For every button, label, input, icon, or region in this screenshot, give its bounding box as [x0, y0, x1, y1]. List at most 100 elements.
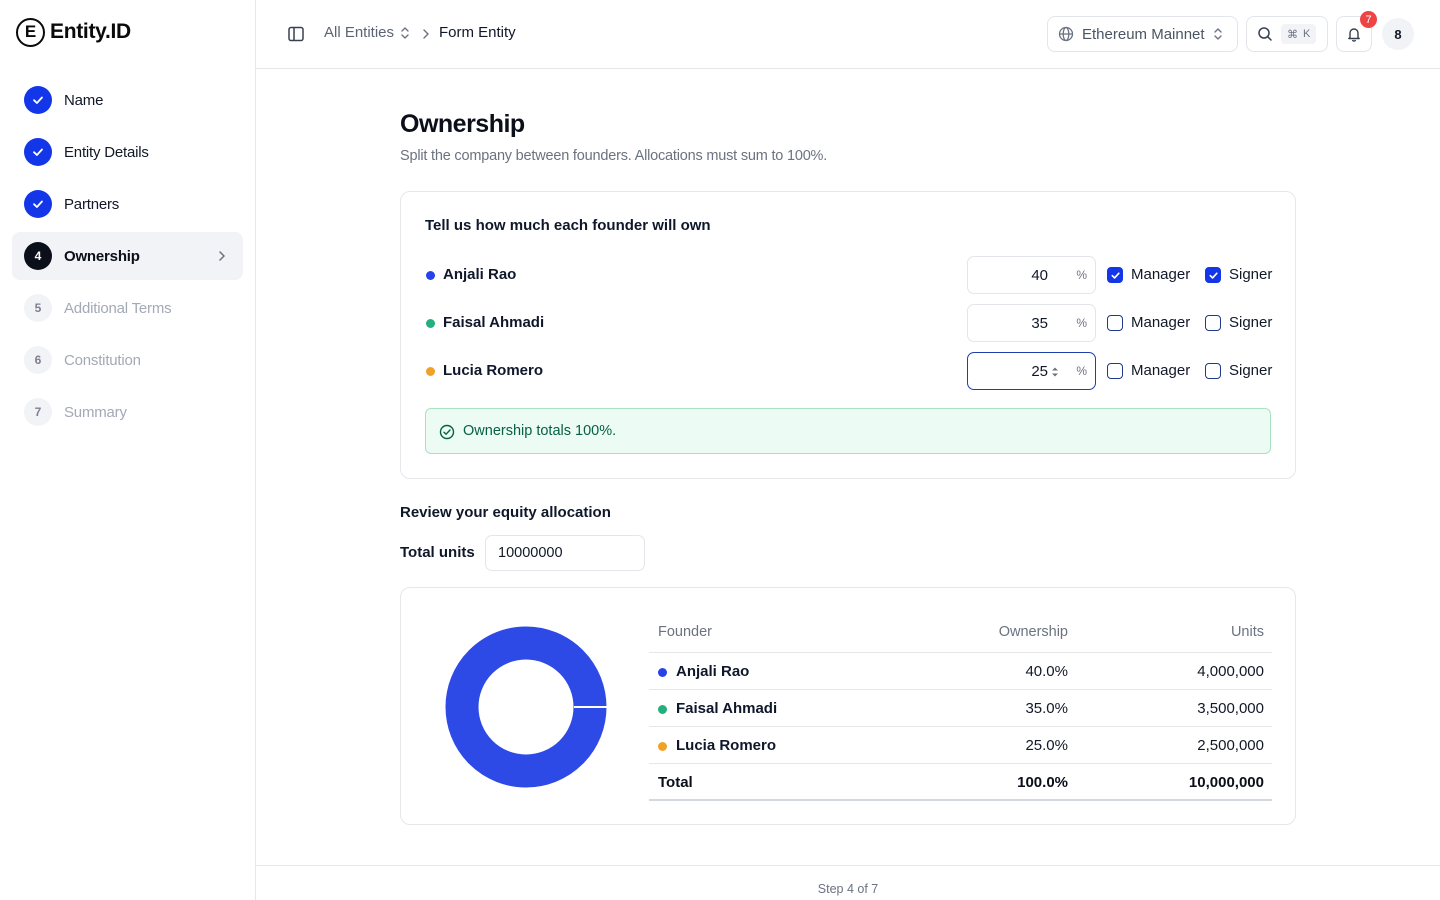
- step-label: Name: [64, 91, 104, 109]
- manager-checkbox[interactable]: [1107, 363, 1123, 379]
- founder-color-dot: [658, 742, 667, 751]
- column-header-founder: Founder: [658, 624, 713, 640]
- sidebar-toggle-icon[interactable]: [287, 25, 305, 43]
- allocation-card-title: Tell us how much each founder will own: [425, 217, 711, 234]
- signer-label: Signer: [1229, 314, 1273, 331]
- step-item-ownership[interactable]: 4 Ownership: [12, 232, 243, 280]
- sidebar: E Entity.ID Name Entity Details Partners…: [0, 0, 256, 900]
- step-item-constitution[interactable]: 6 Constitution: [12, 336, 243, 384]
- step-label: Summary: [64, 403, 127, 421]
- signer-checkbox[interactable]: [1205, 363, 1221, 379]
- signer-label: Signer: [1229, 266, 1273, 283]
- percent-sign: %: [1076, 268, 1087, 282]
- step-progress-text: Step 4 of 7: [817, 882, 879, 896]
- founder-color-dot: [426, 367, 435, 376]
- table-row: Lucia Romero 25.0% 2,500,000: [649, 727, 1272, 764]
- chevron-right-icon: [423, 29, 429, 39]
- search-icon: [1258, 27, 1272, 41]
- topbar: All Entities Form Entity Ethereum Mainne…: [256, 0, 1440, 69]
- ownership-cell: 35.0%: [1025, 700, 1068, 717]
- founder-name: Anjali Rao: [443, 266, 517, 283]
- breadcrumb-root-label: All Entities: [324, 24, 395, 41]
- manager-checkbox[interactable]: [1107, 315, 1123, 331]
- shortcut-key: K: [1303, 28, 1311, 40]
- chevron-updown-icon: [1213, 28, 1222, 40]
- footer: Step 4 of 7: [256, 865, 1440, 900]
- app-name: Entity.ID: [50, 20, 131, 43]
- search-button[interactable]: ⌘ K: [1246, 16, 1328, 52]
- notification-count-badge: 7: [1360, 11, 1377, 28]
- table-row: Anjali Rao 40.0% 4,000,000: [649, 653, 1272, 690]
- founder-color-dot: [426, 319, 435, 328]
- signer-checkbox[interactable]: [1205, 267, 1221, 283]
- check-circle-icon: [439, 424, 455, 440]
- founder-name: Faisal Ahmadi: [443, 314, 545, 331]
- step-label: Entity Details: [64, 143, 149, 161]
- page-subtitle: Split the company between founders. Allo…: [400, 148, 828, 164]
- total-units: 10,000,000: [1188, 774, 1264, 791]
- ownership-percent-input[interactable]: 35 %: [967, 304, 1096, 342]
- network-selector[interactable]: Ethereum Mainnet: [1047, 16, 1238, 52]
- step-list: Name Entity Details Partners 4 Ownership…: [12, 76, 243, 440]
- total-units-label: Total units: [400, 544, 475, 561]
- step-item-entity-details[interactable]: Entity Details: [12, 128, 243, 176]
- table-row: Faisal Ahmadi 35.0% 3,500,000: [649, 690, 1272, 727]
- manager-label: Manager: [1131, 314, 1191, 331]
- ownership-percent-input[interactable]: 25 %: [967, 352, 1096, 390]
- globe-icon: [1058, 26, 1074, 42]
- step-item-name[interactable]: Name: [12, 76, 243, 124]
- step-item-summary[interactable]: 7 Summary: [12, 388, 243, 436]
- manager-checkbox[interactable]: [1107, 267, 1123, 283]
- column-header-ownership: Ownership: [998, 624, 1068, 640]
- review-title: Review your equity allocation: [400, 504, 611, 521]
- allocation-card: Tell us how much each founder will own A…: [400, 191, 1296, 479]
- percent-value: 40: [1031, 267, 1048, 284]
- donut-ring: [445, 626, 607, 788]
- spinner-arrows-icon[interactable]: [1050, 365, 1060, 379]
- page-title: Ownership: [400, 110, 525, 138]
- bell-icon: [1348, 28, 1360, 42]
- founder-cell: Lucia Romero: [676, 737, 777, 754]
- units-cell: 2,500,000: [1197, 737, 1264, 754]
- ownership-donut-chart: [445, 626, 607, 788]
- equity-table: Founder Ownership Units Anjali Rao 40.0%…: [649, 614, 1272, 801]
- step-item-additional-terms[interactable]: 5 Additional Terms: [12, 284, 243, 332]
- table-total-row: Total 100.0% 10,000,000: [649, 764, 1272, 801]
- breadcrumb-all-entities[interactable]: All Entities: [324, 24, 410, 41]
- ownership-cell: 40.0%: [1025, 663, 1068, 680]
- percent-value: 25: [1031, 363, 1048, 380]
- ownership-status-alert: Ownership totals 100%.: [425, 408, 1271, 454]
- step-label: Constitution: [64, 351, 141, 369]
- keyboard-shortcut: ⌘ K: [1281, 24, 1317, 44]
- step-label: Partners: [64, 195, 120, 213]
- total-units-input[interactable]: [485, 535, 645, 571]
- units-cell: 3,500,000: [1197, 700, 1264, 717]
- manager-label: Manager: [1131, 266, 1191, 283]
- network-label: Ethereum Mainnet: [1082, 25, 1205, 43]
- chevron-updown-icon: [401, 26, 409, 39]
- notifications-button[interactable]: 7: [1336, 11, 1377, 52]
- percent-value: 35: [1031, 315, 1048, 332]
- step-item-partners[interactable]: Partners: [12, 180, 243, 228]
- logo-mark: E: [16, 17, 45, 47]
- signer-label: Signer: [1229, 362, 1273, 379]
- equity-summary-card: Founder Ownership Units Anjali Rao 40.0%…: [400, 587, 1296, 825]
- shortcut-modifier: ⌘: [1287, 28, 1298, 41]
- breadcrumb-current: Form Entity: [439, 24, 516, 41]
- ownership-percent-input[interactable]: 40 %: [967, 256, 1096, 294]
- step-number: 5: [24, 294, 52, 322]
- avatar[interactable]: 8: [1382, 18, 1414, 50]
- check-icon: [24, 138, 52, 166]
- founder-name: Lucia Romero: [443, 362, 544, 379]
- founder-row: Anjali Rao 40 % Manager Signer: [425, 256, 1273, 294]
- chevron-right-icon: [219, 251, 225, 261]
- step-number: 6: [24, 346, 52, 374]
- app-logo[interactable]: E Entity.ID: [16, 17, 131, 47]
- check-icon: [1208, 271, 1218, 279]
- founder-row: Lucia Romero 25 % Manager Signer: [425, 352, 1273, 390]
- table-header-row: Founder Ownership Units: [649, 614, 1272, 653]
- step-label: Ownership: [64, 247, 140, 265]
- signer-checkbox[interactable]: [1205, 315, 1221, 331]
- founder-color-dot: [658, 705, 667, 714]
- founder-row: Faisal Ahmadi 35 % Manager Signer: [425, 304, 1273, 342]
